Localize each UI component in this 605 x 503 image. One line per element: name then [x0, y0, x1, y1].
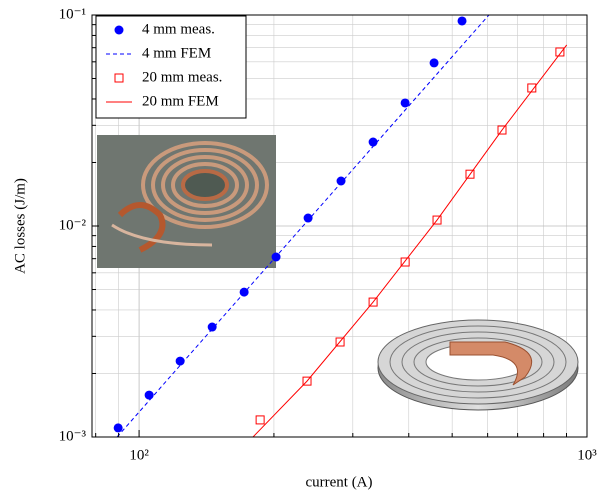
x-axis-label: current (A) [305, 474, 372, 490]
data-point [429, 58, 439, 68]
x-tick-label: 10³ [577, 447, 597, 463]
data-point [175, 356, 185, 366]
data-point [255, 415, 265, 425]
data-point [400, 98, 410, 108]
legend-label: 4 mm meas. [142, 21, 215, 37]
legend-label: 4 mm FEM [142, 45, 211, 61]
y-tick-label: 10⁻² [59, 217, 87, 233]
data-point [368, 137, 378, 147]
data-point [555, 47, 565, 57]
data-point [303, 213, 313, 223]
y-tick-label: 10⁻³ [59, 428, 87, 444]
series-line [116, 14, 490, 438]
plot-area [113, 14, 568, 438]
y-axis-label: AC losses (J/m) [12, 178, 28, 274]
photo-inset [97, 135, 276, 268]
data-point [336, 176, 346, 186]
legend-label: 20 mm FEM [142, 93, 219, 109]
data-point [113, 423, 123, 433]
x-tick-label: 10² [129, 447, 149, 463]
series-line [252, 44, 568, 438]
data-point [457, 16, 467, 26]
data-point [400, 257, 410, 267]
legend-label: 20 mm meas. [142, 69, 222, 85]
data-point [207, 322, 217, 332]
legend-marker [114, 25, 124, 35]
legend-marker [114, 73, 124, 83]
legend: 4 mm meas. 4 mm FEM 20 mm meas. 20 mm FEM [95, 15, 247, 119]
y-tick-label: 10⁻¹ [59, 6, 86, 22]
data-point [144, 390, 154, 400]
data-point [527, 83, 537, 93]
ring-render [377, 319, 579, 411]
